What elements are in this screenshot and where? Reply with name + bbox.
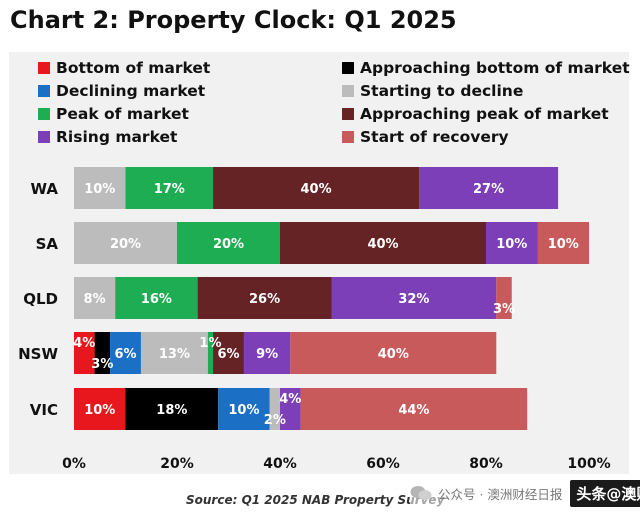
bar-segment xyxy=(269,388,280,430)
legend-item-peak: Peak of market xyxy=(38,103,189,125)
watermark: 公众号 · 澳洲财经日报 头条@澳财经 xyxy=(410,477,640,509)
data-label: 8% xyxy=(84,292,106,307)
data-label: 6% xyxy=(114,347,136,362)
chart-source: Source: Q1 2025 NAB Property Survey xyxy=(186,493,445,507)
bar-segment xyxy=(280,388,301,430)
bar-segment xyxy=(213,167,420,209)
bar-segment xyxy=(218,388,270,430)
bar-segment xyxy=(537,222,589,264)
legend-item-bottom: Bottom of market xyxy=(38,57,210,79)
bar-segment xyxy=(74,388,126,430)
bar-segment xyxy=(486,222,538,264)
bar-segment xyxy=(115,277,198,319)
bar-segment xyxy=(140,332,208,374)
bar-segment xyxy=(74,167,126,209)
legend-item-declining: Declining market xyxy=(38,80,205,102)
data-label: 6% xyxy=(217,347,239,362)
data-label: 10% xyxy=(84,182,115,197)
data-label: 13% xyxy=(159,347,190,362)
legend-swatch xyxy=(38,131,50,143)
bar-segment xyxy=(177,222,280,264)
category-label: WA xyxy=(31,180,59,198)
watermark-account-text: 公众号 · 澳洲财经日报 xyxy=(438,486,563,502)
legend-item-starting-decline: Starting to decline xyxy=(342,80,523,102)
data-label: 20% xyxy=(110,237,141,252)
legend-label: Approaching peak of market xyxy=(360,105,609,123)
data-label: 3% xyxy=(91,357,113,372)
bar-segment xyxy=(110,332,141,374)
category-label: SA xyxy=(36,235,59,253)
data-label: 40% xyxy=(367,237,398,252)
data-label: 20% xyxy=(213,237,244,252)
data-label: 32% xyxy=(398,292,429,307)
bar-segment xyxy=(213,332,244,374)
legend-swatch xyxy=(342,108,354,120)
x-tick-label: 80% xyxy=(469,456,503,472)
category-label: VIC xyxy=(30,401,58,419)
data-label: 17% xyxy=(154,182,185,197)
data-label: 2% xyxy=(264,413,286,428)
bar-segment xyxy=(125,388,219,430)
bar-segment xyxy=(74,277,116,319)
data-label: 1% xyxy=(199,336,221,351)
data-label: 3% xyxy=(493,302,515,317)
bar-segment xyxy=(197,277,332,319)
data-label: 27% xyxy=(473,182,504,197)
legend-item-approaching-bottom: Approaching bottom of market xyxy=(342,57,630,79)
x-tick-label: 60% xyxy=(366,456,400,472)
legend-label: Bottom of market xyxy=(56,59,211,77)
legend-item-recovery: Start of recovery xyxy=(342,126,509,148)
data-label: 40% xyxy=(300,182,331,197)
x-tick-label: 0% xyxy=(62,456,86,472)
legend-item-approaching-peak: Approaching peak of market xyxy=(342,103,609,125)
bar-segment xyxy=(290,332,497,374)
wechat-icon xyxy=(410,486,432,500)
data-label: 40% xyxy=(378,347,409,362)
bar-segment xyxy=(125,167,214,209)
legend-label: Starting to decline xyxy=(360,82,524,100)
data-label: 9% xyxy=(256,347,278,362)
data-label: 10% xyxy=(496,237,527,252)
legend-label: Approaching bottom of market xyxy=(360,59,630,77)
legend-label: Peak of market xyxy=(56,105,189,123)
legend-label: Declining market xyxy=(56,82,206,100)
legend-swatch xyxy=(342,62,354,74)
legend-swatch xyxy=(38,62,50,74)
data-label: 10% xyxy=(228,403,259,418)
legend-swatch xyxy=(342,131,354,143)
bar-segment xyxy=(280,222,486,264)
bar-segment xyxy=(207,332,214,374)
category-label: QLD xyxy=(23,290,58,308)
bar-segment xyxy=(331,277,497,319)
data-label: 4% xyxy=(73,336,95,351)
bar-segment xyxy=(243,332,291,374)
data-label: 10% xyxy=(548,237,579,252)
bar-segment xyxy=(74,222,177,264)
data-label: 4% xyxy=(279,392,301,407)
legend-label: Start of recovery xyxy=(360,128,509,146)
x-tick-label: 40% xyxy=(263,456,297,472)
bar-segment xyxy=(419,167,559,209)
legend-item-rising: Rising market xyxy=(38,126,177,148)
bar-segment xyxy=(300,388,528,430)
bar-segment xyxy=(496,277,512,319)
data-label: 18% xyxy=(156,403,187,418)
legend-swatch xyxy=(38,85,50,97)
x-tick-label: 20% xyxy=(160,456,194,472)
legend-label: Rising market xyxy=(56,128,178,146)
watermark-author-text: 头条@澳财经 xyxy=(570,479,640,507)
legend-swatch xyxy=(38,108,50,120)
data-label: 26% xyxy=(249,292,280,307)
chart-title: Chart 2: Property Clock: Q1 2025 xyxy=(10,6,457,34)
data-label: 44% xyxy=(398,403,429,418)
data-label: 16% xyxy=(141,292,172,307)
category-label: NSW xyxy=(18,345,58,363)
bar-segment xyxy=(74,332,95,374)
bar-segment xyxy=(94,332,111,374)
data-label: 10% xyxy=(84,403,115,418)
x-tick-label: 100% xyxy=(567,456,610,472)
legend-swatch xyxy=(342,85,354,97)
